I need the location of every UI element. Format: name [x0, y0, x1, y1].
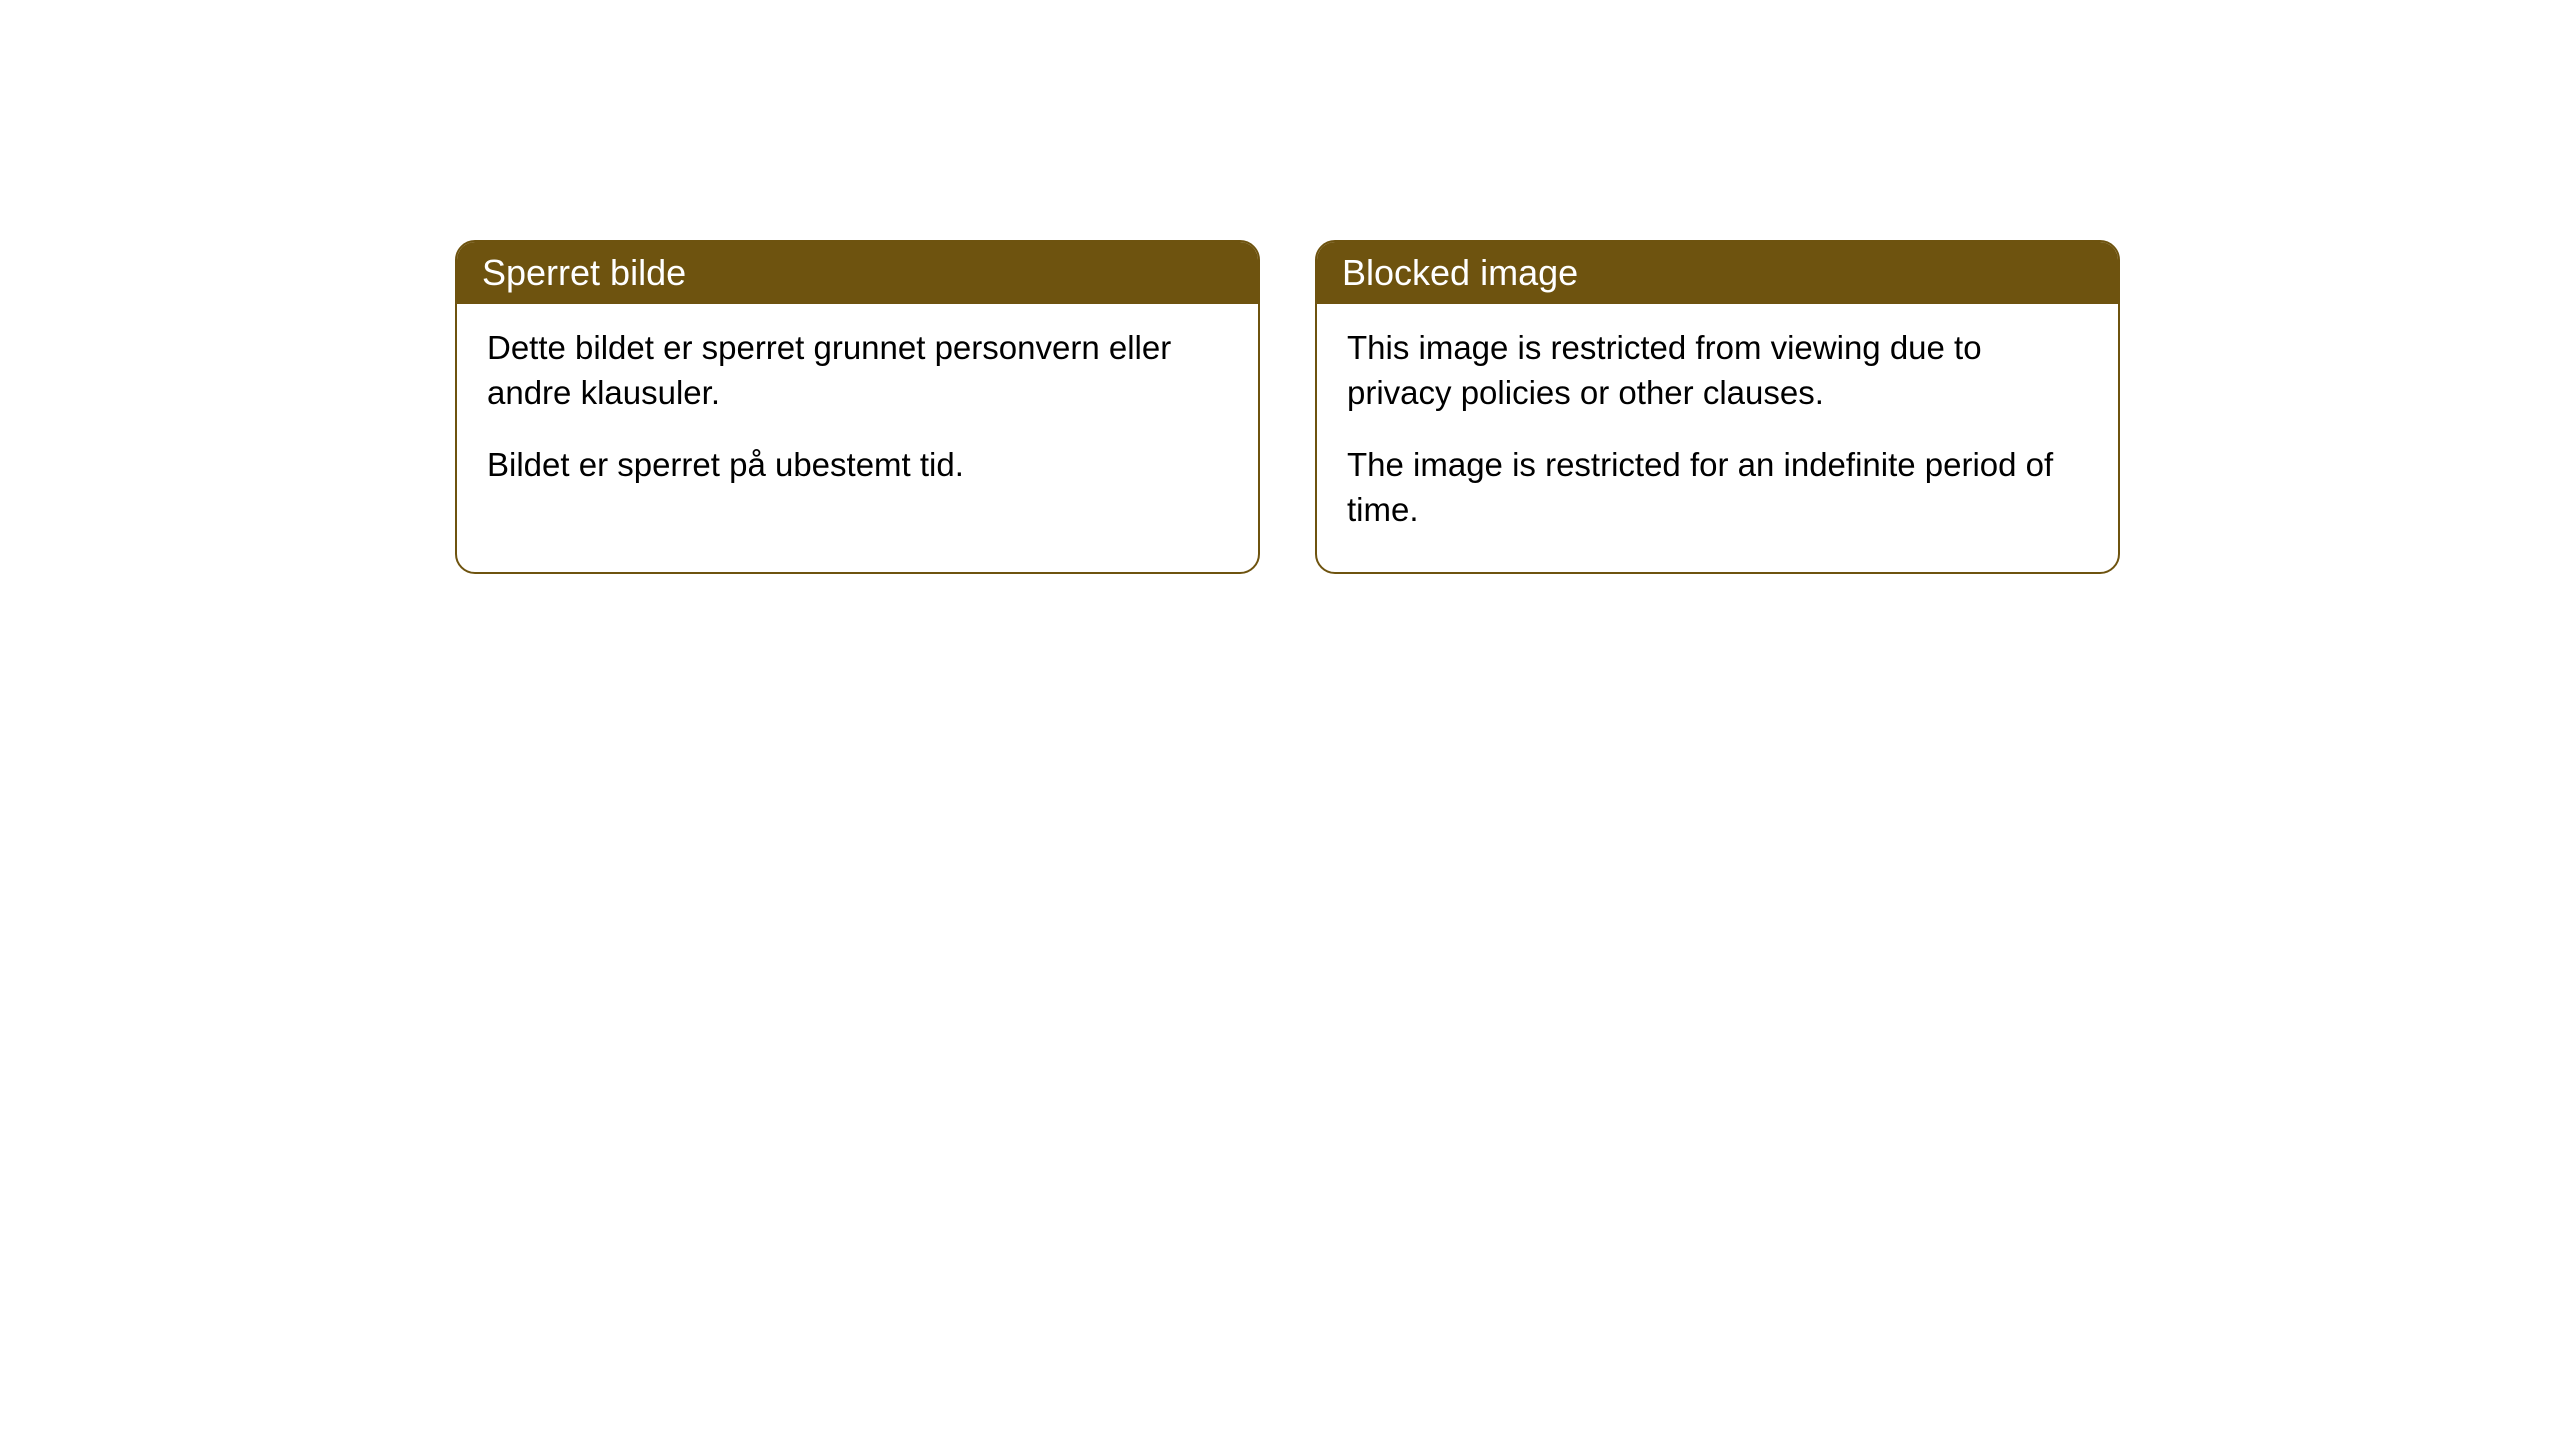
notice-title: Sperret bilde — [482, 252, 686, 293]
notice-card-english: Blocked image This image is restricted f… — [1315, 240, 2120, 574]
notice-paragraph: Dette bildet er sperret grunnet personve… — [487, 326, 1228, 415]
notice-paragraph: Bildet er sperret på ubestemt tid. — [487, 443, 1228, 488]
notice-body-norwegian: Dette bildet er sperret grunnet personve… — [457, 304, 1258, 528]
notice-card-norwegian: Sperret bilde Dette bildet er sperret gr… — [455, 240, 1260, 574]
notice-paragraph: The image is restricted for an indefinit… — [1347, 443, 2088, 532]
notice-header-norwegian: Sperret bilde — [457, 242, 1258, 304]
notice-header-english: Blocked image — [1317, 242, 2118, 304]
notice-cards-container: Sperret bilde Dette bildet er sperret gr… — [455, 240, 2560, 574]
notice-body-english: This image is restricted from viewing du… — [1317, 304, 2118, 572]
notice-paragraph: This image is restricted from viewing du… — [1347, 326, 2088, 415]
notice-title: Blocked image — [1342, 252, 1578, 293]
